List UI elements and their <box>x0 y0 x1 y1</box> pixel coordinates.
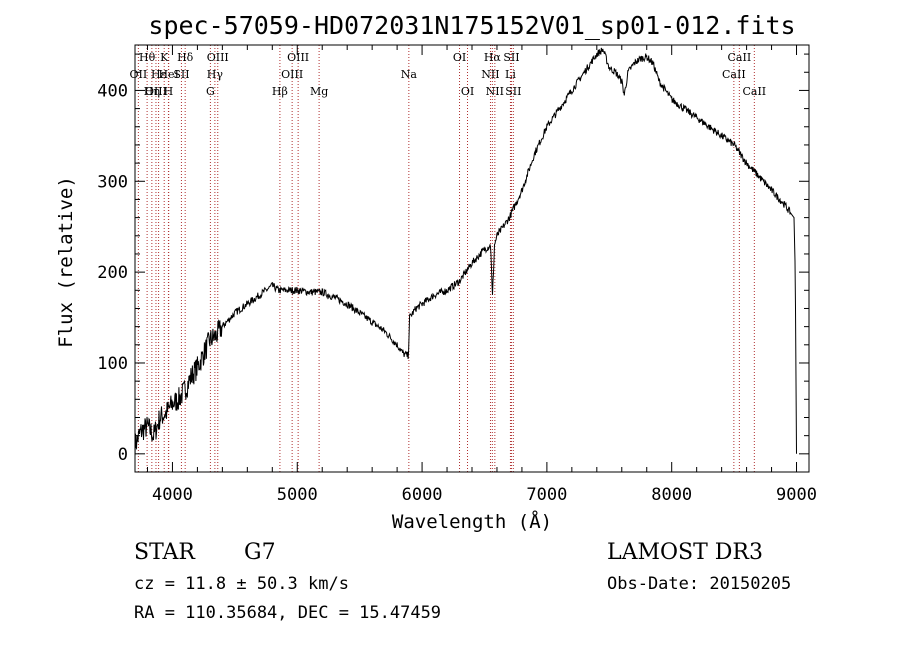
line-label-11: Hγ <box>207 68 224 81</box>
coordinates: RA = 110.35684, DEC = 15.47459 <box>134 603 442 623</box>
line-label-4: Hε <box>151 68 167 81</box>
line-label-16: Mg <box>310 85 328 98</box>
redshift-value: cz = 11.8 ± 50.3 km/s <box>134 574 349 594</box>
spectrum-line <box>134 47 797 457</box>
line-label-5: Hη <box>144 85 160 98</box>
line-label-2: OIII <box>145 85 167 98</box>
line-label-19: OI <box>461 85 474 98</box>
object-class: STAR <box>134 540 195 565</box>
line-label-12: G <box>206 85 215 98</box>
line-label-14: OIII <box>287 51 309 64</box>
line-label-9: SII <box>173 68 189 81</box>
line-label-10: OIII <box>207 51 229 64</box>
line-label-13: Hβ <box>272 85 288 98</box>
y-tick-label-3: 300 <box>97 172 128 192</box>
line-label-3: K <box>160 51 169 64</box>
chart-title: spec-57059-HD072031N175152V01_sp01-012.f… <box>148 11 795 40</box>
x-axis-label: Wavelength (Å) <box>392 510 552 533</box>
line-label-18: OI <box>453 51 466 64</box>
line-label-20: Hα <box>484 51 502 64</box>
y-tick-label-0: 0 <box>118 445 128 465</box>
line-label-8: Hδ <box>177 51 194 64</box>
line-label-27: CaII <box>722 68 746 81</box>
line-label-1: OII <box>130 68 148 81</box>
x-tick-label-4: 8000 <box>651 485 692 505</box>
line-label-24: Li <box>505 68 516 81</box>
x-tick-label-3: 7000 <box>526 485 567 505</box>
x-tick-label-1: 5000 <box>277 485 318 505</box>
x-axis-ticks: 4000 5000 6000 7000 8000 9000 <box>146 45 817 505</box>
line-label-7: H <box>164 85 174 98</box>
line-label-21: NII <box>481 68 499 81</box>
object-subclass: G7 <box>244 540 276 565</box>
line-label-17: Na <box>401 68 418 81</box>
plot-frame <box>134 44 810 473</box>
x-tick-label-5: 9000 <box>776 485 817 505</box>
y-axis-label: Flux (relative) <box>55 176 77 348</box>
x-tick-label-0: 4000 <box>152 485 193 505</box>
line-label-23: SII <box>503 51 519 64</box>
y-axis-ticks: 0 100 200 300 400 <box>97 53 809 465</box>
line-label-28: CaII <box>742 85 766 98</box>
y-tick-label-2: 200 <box>97 263 128 283</box>
line-label-0: Hθ <box>139 51 156 64</box>
line-label-25: SII <box>505 85 521 98</box>
y-tick-label-1: 100 <box>97 354 128 374</box>
obs-date: Obs-Date: 20150205 <box>607 574 792 594</box>
emission-line-markers <box>137 45 755 472</box>
line-label-26: CaII <box>728 51 752 64</box>
emission-line-labels: Hθ OII OIII K Hε Hη HeI H Hδ SII OIII Hγ G Hβ OIII OIII… <box>130 51 767 98</box>
x-tick-label-2: 6000 <box>402 485 443 505</box>
y-tick-label-4: 400 <box>97 81 128 101</box>
survey-name: LAMOST DR3 <box>607 540 763 565</box>
line-label-15: OIII <box>281 68 303 81</box>
line-label-6: HeI <box>158 68 178 81</box>
line-label-22: NII <box>486 85 504 98</box>
